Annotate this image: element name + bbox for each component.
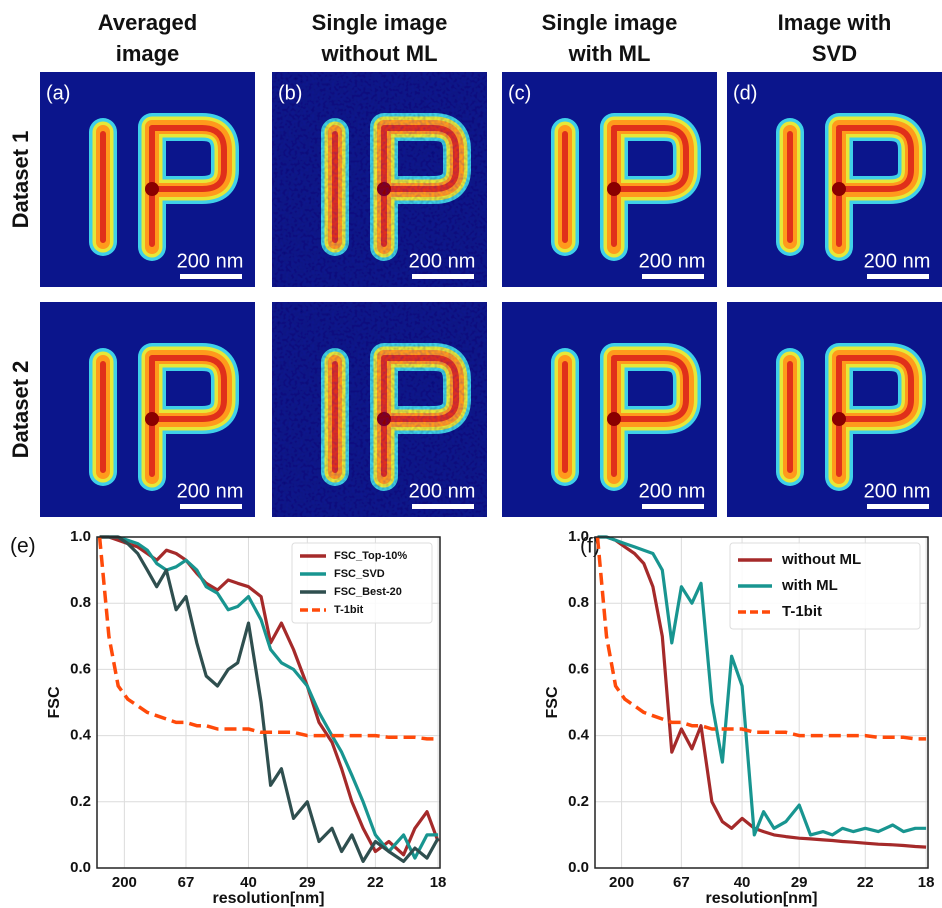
charts: (e) 200 67 40 29 22 18 0.0 0.2 0.4 0.6 0.8 1.0 resolu… bbox=[10, 528, 934, 907]
legend-box bbox=[291, 542, 433, 624]
x-tick-label: 18 bbox=[918, 874, 935, 891]
y-tick-label: 1.0 bbox=[568, 528, 589, 545]
panel-label: (b) bbox=[278, 82, 302, 104]
legend-label: T-1bit bbox=[782, 603, 822, 620]
legend-box bbox=[729, 542, 921, 630]
plot-frame bbox=[594, 536, 929, 869]
y-tick-label: 0.0 bbox=[70, 859, 91, 876]
series-line bbox=[597, 535, 927, 849]
y-tick-label: 0.8 bbox=[70, 594, 91, 611]
y-tick-label: 1.0 bbox=[70, 528, 91, 545]
row-label: Dataset 2 bbox=[8, 361, 33, 459]
y-tick-label: 0.8 bbox=[568, 594, 589, 611]
y-axis-label: FSC bbox=[46, 686, 63, 718]
y-tick-label: 0.2 bbox=[70, 793, 91, 810]
x-axis-label: resolution[nm] bbox=[213, 890, 325, 907]
legend-label: FSC_SVD bbox=[334, 568, 385, 580]
series-line bbox=[99, 535, 439, 860]
series-line bbox=[595, 536, 927, 741]
scale-bar bbox=[412, 504, 474, 509]
row-label: Dataset 1 bbox=[8, 131, 33, 229]
scale-bar-label: 200 nm bbox=[864, 480, 931, 502]
x-axis-label: resolution[nm] bbox=[706, 890, 818, 907]
x-tick-label: 40 bbox=[240, 874, 257, 891]
scale-bar bbox=[642, 274, 704, 279]
series-line bbox=[99, 535, 440, 863]
column-header: Image with bbox=[778, 10, 892, 35]
scale-bar-label: 200 nm bbox=[409, 250, 476, 272]
scale-bar-label: 200 nm bbox=[409, 480, 476, 502]
x-tick-label: 29 bbox=[791, 874, 808, 891]
x-tick-label: 29 bbox=[299, 874, 316, 891]
y-tick-label: 0.6 bbox=[568, 660, 589, 677]
x-tick-label: 67 bbox=[673, 874, 690, 891]
x-tick-label: 40 bbox=[734, 874, 751, 891]
plot-frame bbox=[96, 536, 441, 869]
panel-label: (d) bbox=[733, 82, 757, 104]
scale-bar bbox=[180, 504, 242, 509]
scale-bar-label: 200 nm bbox=[864, 250, 931, 272]
panel-label: (a) bbox=[46, 82, 70, 104]
series-line bbox=[97, 536, 439, 741]
y-axis-label: FSC bbox=[544, 686, 561, 718]
x-tick-label: 67 bbox=[178, 874, 195, 891]
y-tick-label: 0.0 bbox=[568, 859, 589, 876]
panel-label: (e) bbox=[10, 535, 36, 558]
x-tick-label: 18 bbox=[430, 874, 447, 891]
x-tick-label: 200 bbox=[112, 874, 137, 891]
scale-bar-label: 200 nm bbox=[177, 480, 244, 502]
y-tick-label: 0.4 bbox=[568, 727, 590, 744]
column-header: Single image bbox=[542, 10, 678, 35]
scale-bar bbox=[412, 274, 474, 279]
legend-label: FSC_Top-10% bbox=[334, 550, 407, 562]
column-header: Averaged bbox=[98, 10, 197, 35]
series-line bbox=[597, 535, 927, 837]
legend-label: with ML bbox=[781, 577, 838, 594]
scale-bar-label: 200 nm bbox=[639, 480, 706, 502]
legend-label: without ML bbox=[781, 551, 861, 568]
x-tick-label: 22 bbox=[857, 874, 874, 891]
column-header: with ML bbox=[568, 41, 651, 66]
legend-label: T-1bit bbox=[334, 604, 364, 616]
column-header: image bbox=[116, 41, 180, 66]
column-header: without ML bbox=[320, 41, 437, 66]
column-header: Single image bbox=[312, 10, 448, 35]
scale-bar-label: 200 nm bbox=[639, 250, 706, 272]
scale-bar bbox=[180, 274, 242, 279]
y-tick-label: 0.6 bbox=[70, 660, 91, 677]
x-tick-label: 22 bbox=[367, 874, 384, 891]
image-panels: Averaged image Single image without ML Singl… bbox=[8, 10, 942, 517]
y-tick-label: 0.4 bbox=[70, 727, 92, 744]
scale-bar bbox=[867, 504, 929, 509]
scale-bar bbox=[642, 504, 704, 509]
column-header: SVD bbox=[812, 41, 857, 66]
panel-label: (c) bbox=[508, 82, 531, 104]
x-tick-label: 200 bbox=[609, 874, 634, 891]
legend-label: FSC_Best-20 bbox=[334, 586, 402, 598]
scale-bar bbox=[867, 274, 929, 279]
scale-bar-label: 200 nm bbox=[177, 250, 244, 272]
y-tick-label: 0.2 bbox=[568, 793, 589, 810]
